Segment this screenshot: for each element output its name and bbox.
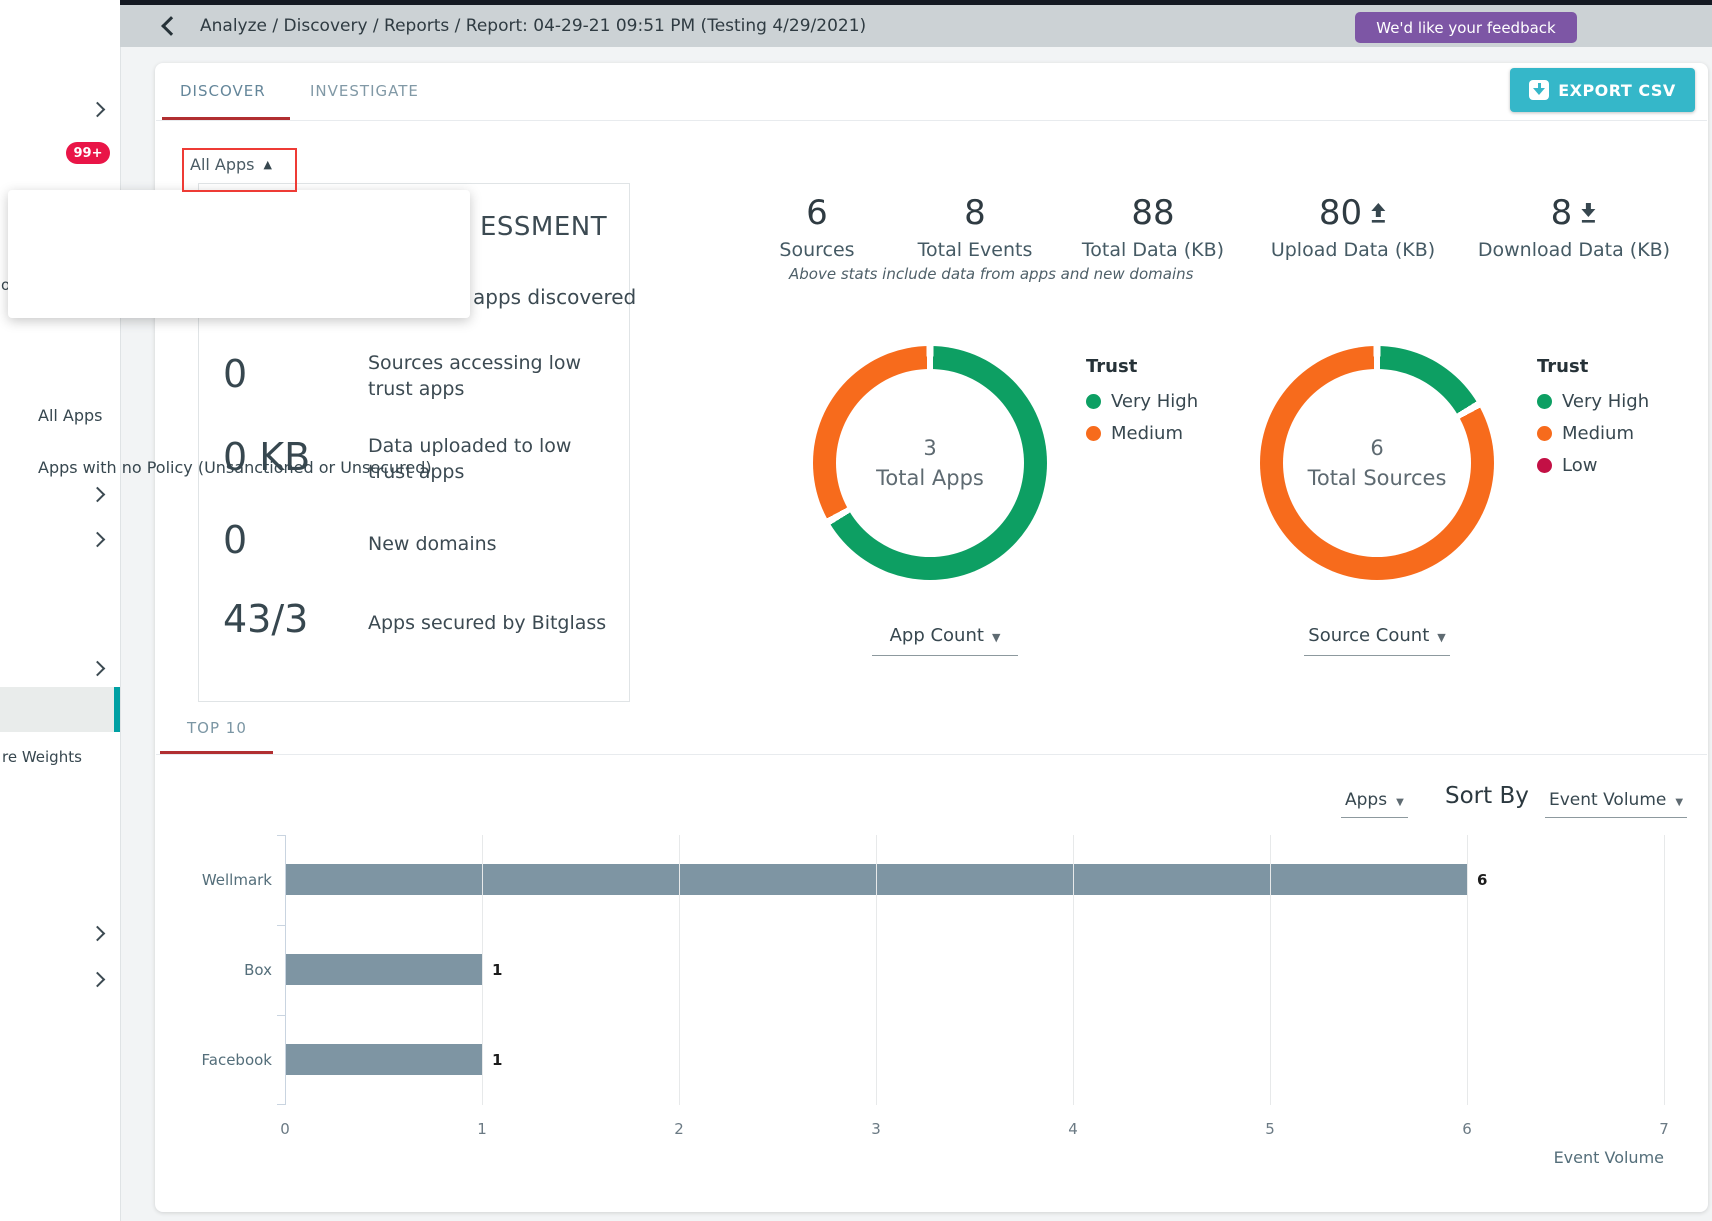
apps-trust-donut-chart: 3Total Apps <box>813 346 1047 580</box>
assessment-stat-value: 0 <box>223 352 247 396</box>
annotation-highlight-box <box>182 148 297 192</box>
download-icon <box>1580 203 1597 223</box>
stat-download-data: 8 Download Data (KB) <box>1478 193 1670 261</box>
x-tick-label: 1 <box>477 1120 487 1138</box>
x-tick-label: 0 <box>280 1120 290 1138</box>
legend-dot-medium <box>1086 426 1101 441</box>
chevron-right-icon[interactable] <box>90 661 106 677</box>
gridline <box>1270 835 1271 1105</box>
bar-row-box: Box 1 <box>285 954 1664 985</box>
stat-sources: 6 Sources <box>779 193 854 261</box>
chevron-right-icon[interactable] <box>90 532 106 548</box>
legend-dot-low <box>1537 458 1552 473</box>
sidebar-item-score-weights[interactable]: re Weights <box>2 748 82 766</box>
bar-category-label: Wellmark <box>152 871 272 889</box>
top10-divider <box>156 754 1707 755</box>
assessment-stat-label: Apps secured by Bitglass <box>368 610 620 636</box>
sources-trust-legend: Trust Very High Medium Low <box>1537 356 1649 487</box>
bar-value-label: 6 <box>1477 871 1487 889</box>
donut-center-label: 3Total Apps <box>836 369 1024 557</box>
active-item-accent <box>114 687 120 732</box>
gridline <box>876 835 877 1105</box>
breadcrumb[interactable]: Analyze / Discovery / Reports / Report: … <box>200 16 866 36</box>
tab-investigate[interactable]: INVESTIGATE <box>310 82 419 100</box>
gridline <box>482 835 483 1105</box>
stats-note: Above stats include data from apps and n… <box>789 265 1193 283</box>
bar-value-label: 1 <box>492 1051 502 1069</box>
legend-dot-very-high <box>1086 394 1101 409</box>
bar-facebook[interactable] <box>285 1044 482 1075</box>
gridline <box>1073 835 1074 1105</box>
x-tick-label: 6 <box>1462 1120 1472 1138</box>
upload-icon <box>1370 203 1387 223</box>
stat-total-events: 8 Total Events <box>918 193 1033 261</box>
axis-tick <box>277 835 285 836</box>
x-tick-label: 2 <box>674 1120 684 1138</box>
export-csv-label: EXPORT CSV <box>1558 81 1676 100</box>
chevron-right-icon[interactable] <box>90 972 106 988</box>
assessment-stat-label: New domains <box>368 531 620 557</box>
dropdown-option-no-policy[interactable]: Apps with no Policy (Unsanctioned or Uns… <box>38 458 432 477</box>
source-count-select[interactable]: Source Count▼ <box>1304 625 1450 656</box>
apps-trust-legend: Trust Very High Medium <box>1086 356 1198 455</box>
back-icon[interactable] <box>161 16 181 36</box>
bar-box[interactable] <box>285 954 482 985</box>
assessment-stat-value: 43/3 <box>223 597 308 641</box>
tabs-divider <box>156 120 1707 121</box>
sources-trust-donut-chart: 6Total Sources <box>1260 346 1494 580</box>
x-axis-label: Event Volume <box>285 1148 1664 1167</box>
x-tick-label: 7 <box>1659 1120 1669 1138</box>
assessment-stat-value: 0 <box>223 518 247 562</box>
export-csv-button[interactable]: EXPORT CSV <box>1510 68 1695 112</box>
bar-value-label: 1 <box>492 961 502 979</box>
caret-down-icon: ▼ <box>1396 797 1404 808</box>
chevron-right-icon[interactable] <box>90 487 106 503</box>
caret-down-icon: ▼ <box>1675 797 1683 808</box>
caret-down-icon: ▼ <box>1437 631 1445 644</box>
gridline <box>1467 835 1468 1105</box>
gridline <box>1664 835 1665 1105</box>
bar-category-label: Box <box>152 961 272 979</box>
bar-category-label: Facebook <box>152 1051 272 1069</box>
legend-dot-very-high <box>1537 394 1552 409</box>
tab-discover[interactable]: DISCOVER <box>180 82 266 100</box>
app-count-select[interactable]: App Count▼ <box>872 625 1018 656</box>
assessment-title: ESSMENT <box>480 212 607 242</box>
sidebar-active-item[interactable] <box>0 687 120 732</box>
caret-down-icon: ▼ <box>992 631 1000 644</box>
download-box-icon <box>1529 80 1549 100</box>
axis-tick <box>277 1104 285 1105</box>
sidebar: 99+ o re Weights <box>0 0 121 1221</box>
legend-dot-medium <box>1537 426 1552 441</box>
axis-tick <box>277 925 285 926</box>
chevron-right-icon[interactable] <box>90 926 106 942</box>
stat-total-data: 88 Total Data (KB) <box>1082 193 1224 261</box>
stat-upload-data: 80 Upload Data (KB) <box>1271 193 1435 261</box>
sort-by-label: Sort By <box>1445 783 1529 809</box>
series-select[interactable]: Apps▼ <box>1341 790 1408 818</box>
top10-bar-chart: Wellmark 6 Box 1 Facebook 1 01234567 <box>285 835 1664 1105</box>
chevron-right-icon[interactable] <box>90 102 106 118</box>
axis-tick <box>277 1015 285 1016</box>
x-tick-label: 5 <box>1265 1120 1275 1138</box>
bar-row-wellmark: Wellmark 6 <box>285 864 1664 895</box>
tab-top-10[interactable]: TOP 10 <box>187 719 247 737</box>
assessment-subtitle: apps discovered <box>473 285 636 309</box>
apps-filter-dropdown: All Apps Apps with no Policy (Unsanction… <box>8 190 470 318</box>
assessment-stat-label: Sources accessing low trust apps <box>368 350 620 402</box>
donut-center-label: 6Total Sources <box>1283 369 1471 557</box>
x-tick-label: 3 <box>871 1120 881 1138</box>
screen: 99+ o re Weights Analyze / Discovery / R… <box>0 0 1712 1221</box>
feedback-button[interactable]: We'd like your feedback <box>1355 12 1577 43</box>
y-axis-line <box>285 835 286 1105</box>
notification-badge: 99+ <box>66 142 110 164</box>
bar-row-facebook: Facebook 1 <box>285 1044 1664 1075</box>
gridline <box>679 835 680 1105</box>
x-tick-label: 4 <box>1068 1120 1078 1138</box>
dropdown-option-all-apps[interactable]: All Apps <box>38 406 103 425</box>
sort-select[interactable]: Event Volume▼ <box>1545 790 1687 818</box>
